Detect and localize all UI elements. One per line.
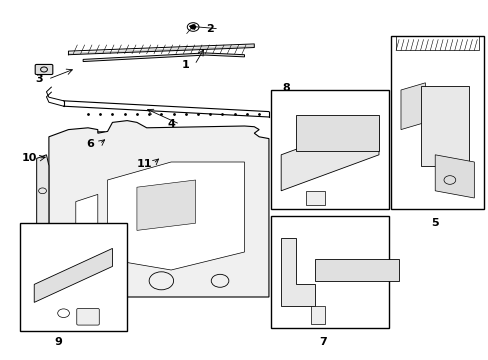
Text: 9: 9 <box>55 337 62 347</box>
Polygon shape <box>400 83 425 130</box>
FancyBboxPatch shape <box>89 132 105 140</box>
Bar <box>310 306 325 324</box>
Text: 10: 10 <box>21 153 37 163</box>
Text: 7: 7 <box>318 337 326 347</box>
Polygon shape <box>37 155 49 234</box>
Circle shape <box>190 25 195 29</box>
Text: 2: 2 <box>206 24 214 34</box>
Bar <box>390 36 483 209</box>
FancyBboxPatch shape <box>77 309 99 325</box>
Text: 11: 11 <box>136 159 152 169</box>
FancyBboxPatch shape <box>35 64 53 75</box>
Polygon shape <box>137 180 195 230</box>
Polygon shape <box>76 194 98 270</box>
Bar <box>271 216 388 328</box>
Bar <box>271 90 388 209</box>
Bar <box>420 86 468 166</box>
Bar <box>305 191 325 205</box>
Text: 6: 6 <box>86 139 94 149</box>
Polygon shape <box>49 121 268 297</box>
Text: 5: 5 <box>430 218 438 228</box>
Bar <box>395 36 478 50</box>
Text: 4: 4 <box>167 119 175 129</box>
Polygon shape <box>281 238 315 306</box>
Bar <box>315 259 398 281</box>
Text: 3: 3 <box>35 74 43 84</box>
Bar <box>295 115 378 151</box>
Text: 8: 8 <box>282 83 289 93</box>
PathPatch shape <box>83 53 244 62</box>
Polygon shape <box>434 155 473 198</box>
Bar <box>20 223 127 331</box>
Polygon shape <box>281 119 378 191</box>
Polygon shape <box>107 162 244 270</box>
Text: 1: 1 <box>182 60 189 70</box>
Polygon shape <box>34 248 112 302</box>
